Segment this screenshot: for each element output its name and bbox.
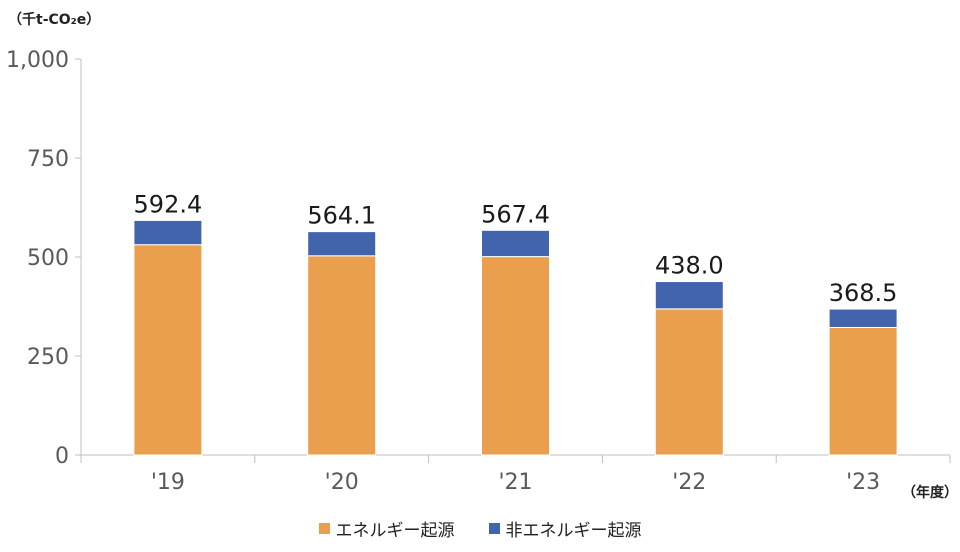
legend-label-energy: エネルギー起源 — [335, 521, 455, 541]
legend-swatch-non-energy — [488, 523, 500, 534]
bar-energy — [481, 256, 550, 456]
legend-item-non-energy: 非エネルギー起源 — [488, 516, 642, 541]
legend-swatch-energy — [318, 523, 330, 534]
y-tick-label: 750 — [27, 147, 69, 172]
x-tick-label: '20 — [325, 470, 359, 495]
bar-energy — [307, 255, 377, 456]
legend: エネルギー起源 非エネルギー起源 — [0, 516, 960, 541]
x-tick-label: '19 — [151, 470, 185, 495]
bar-energy — [654, 308, 724, 456]
legend-label-non-energy: 非エネルギー起源 — [505, 521, 642, 541]
bar-energy — [133, 244, 203, 456]
x-axis-unit: （年度） — [902, 485, 958, 501]
bar-non-energy — [307, 231, 377, 257]
bar-non-energy — [654, 281, 724, 310]
total-label: 564.1 — [307, 202, 376, 230]
bar-non-energy — [481, 229, 550, 258]
x-tick-label: '21 — [498, 470, 532, 495]
bar-energy — [828, 326, 898, 456]
x-tick-label: '22 — [672, 470, 706, 495]
y-tick-label: 0 — [55, 444, 69, 469]
total-label: 368.5 — [829, 279, 898, 307]
legend-item-energy: エネルギー起源 — [318, 516, 455, 541]
total-label: 567.4 — [481, 200, 550, 228]
y-axis-unit: （千t-CO₂e） — [8, 12, 101, 28]
total-label: 438.0 — [655, 252, 724, 280]
labels: 592.4 '19 564.1 '20 567.4 '21 438.0 '22 368.5 '23 — [134, 190, 898, 495]
y-tick-label: 500 — [27, 246, 69, 271]
y-tick-label: 250 — [27, 345, 69, 370]
bars — [133, 219, 898, 456]
bar-non-energy — [133, 219, 203, 246]
bar-non-energy — [828, 308, 898, 328]
y-tick-label: 1,000 — [6, 48, 69, 73]
total-label: 592.4 — [134, 190, 203, 218]
x-tick-label: '23 — [846, 470, 880, 495]
